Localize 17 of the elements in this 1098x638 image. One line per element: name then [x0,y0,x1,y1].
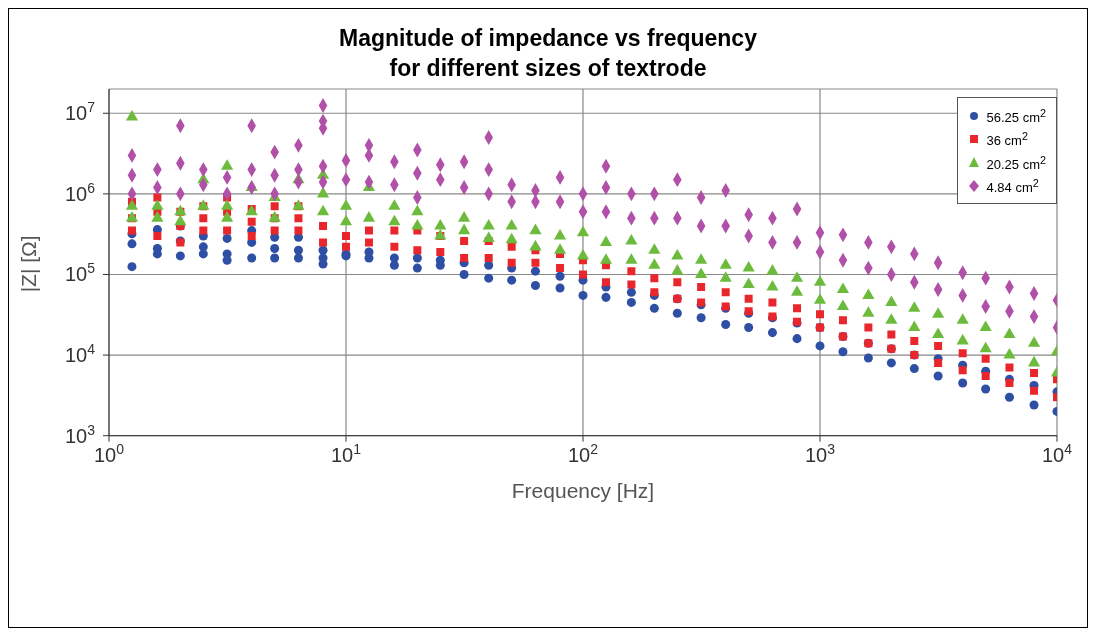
x-tick-label: 10$^{2}$ [567,440,599,466]
legend-label: 4.84 cm$^{2}$ [986,176,1039,198]
y-tick-label: 10$^{7}$ [64,99,96,125]
x-tick-label: 10$^{4}$ [1041,440,1073,466]
y-tick-label: 10$^{3}$ [64,421,96,447]
y-tick-label: 10$^{4}$ [64,341,96,367]
x-tick-label: 10$^{3}$ [804,440,836,466]
x-tick-label: 10$^{0}$ [93,440,125,466]
chart-title: Magnitude of impedance vs frequency for different sizes of textrode [338,24,758,83]
x-tick-label: 10$^{1}$ [330,440,362,466]
legend-label: 20.25 cm$^{2}$ [986,152,1046,174]
legend-label: 36 cm$^{2}$ [986,129,1028,151]
x-axis-title: Frequency [Hz] [511,478,655,502]
y-tick-label: 10$^{6}$ [64,179,96,205]
legend-label: 56.25 cm$^{2}$ [986,106,1046,128]
y-axis-title: |Z| [Ω] [17,235,41,293]
y-tick-label: 10$^{5}$ [64,260,96,286]
